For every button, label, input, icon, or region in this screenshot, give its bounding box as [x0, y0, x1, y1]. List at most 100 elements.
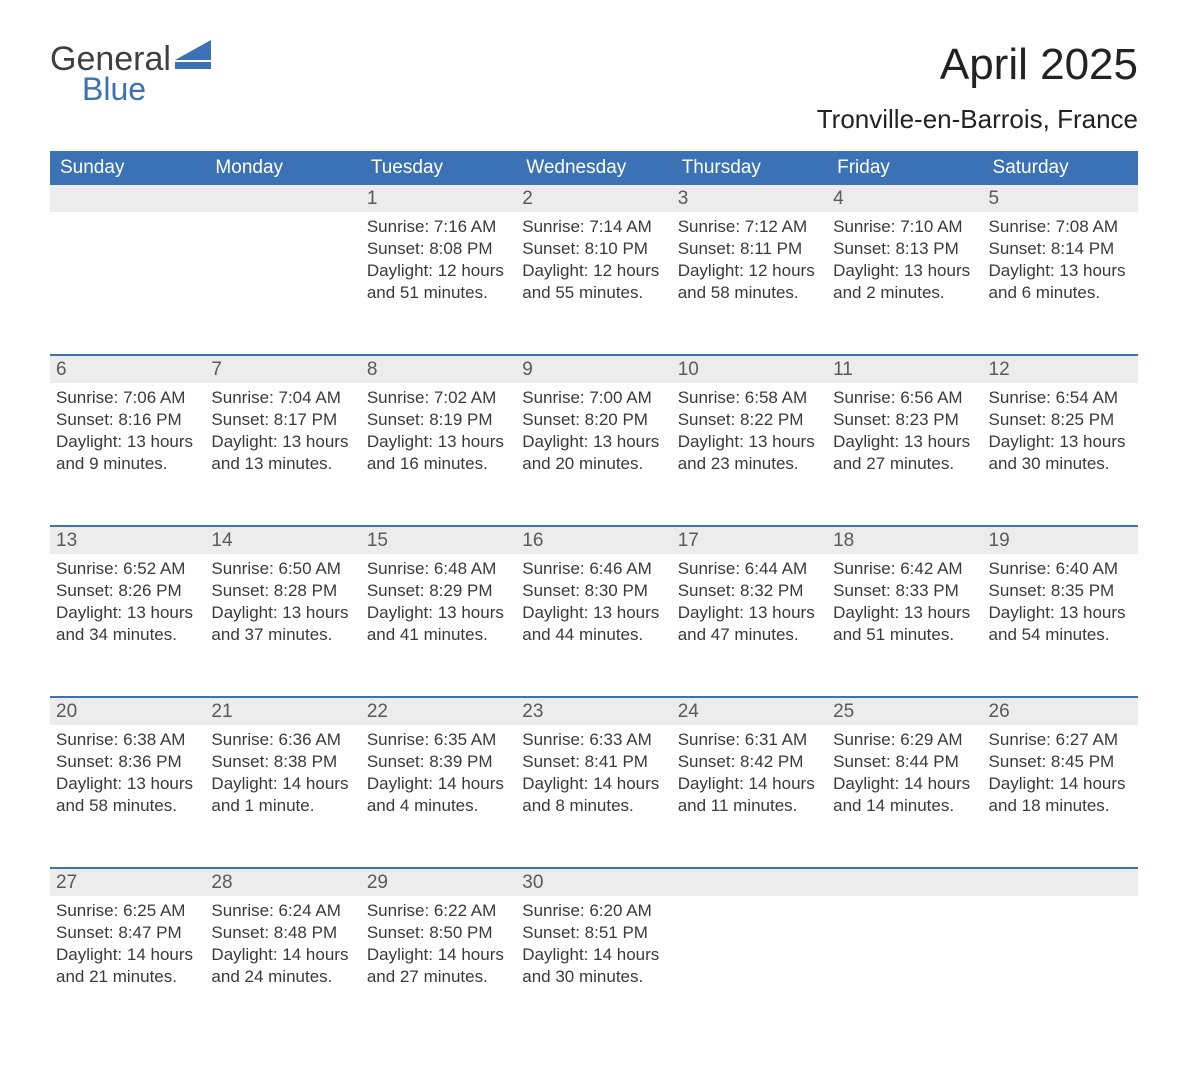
day-content: Sunrise: 6:20 AMSunset: 8:51 PMDaylight:… — [516, 896, 671, 988]
sunset-line: Sunset: 8:41 PM — [522, 751, 665, 773]
day-content: Sunrise: 6:27 AMSunset: 8:45 PMDaylight:… — [983, 725, 1138, 817]
day-number: 3 — [672, 185, 827, 212]
sunset-line: Sunset: 8:13 PM — [833, 238, 976, 260]
sunset-line: Sunset: 8:20 PM — [522, 409, 665, 431]
daylight-line: Daylight: 13 hours and 16 minutes. — [367, 431, 510, 475]
day-cell: Sunrise: 6:48 AMSunset: 8:29 PMDaylight:… — [361, 554, 516, 674]
dow-thursday: Thursday — [672, 151, 827, 185]
sunrise-line: Sunrise: 6:27 AM — [989, 729, 1132, 751]
sunset-line: Sunset: 8:17 PM — [211, 409, 354, 431]
daylight-line: Daylight: 12 hours and 51 minutes. — [367, 260, 510, 304]
sunrise-line: Sunrise: 6:52 AM — [56, 558, 199, 580]
day-content: Sunrise: 6:36 AMSunset: 8:38 PMDaylight:… — [205, 725, 360, 817]
day-content: Sunrise: 6:35 AMSunset: 8:39 PMDaylight:… — [361, 725, 516, 817]
day-number: 5 — [983, 185, 1138, 212]
day-cell: Sunrise: 6:27 AMSunset: 8:45 PMDaylight:… — [983, 725, 1138, 845]
sunrise-line: Sunrise: 7:16 AM — [367, 216, 510, 238]
day-number: 25 — [827, 698, 982, 725]
daylight-line: Daylight: 14 hours and 21 minutes. — [56, 944, 199, 988]
sunrise-line: Sunrise: 7:14 AM — [522, 216, 665, 238]
day-cell: Sunrise: 6:44 AMSunset: 8:32 PMDaylight:… — [672, 554, 827, 674]
day-number — [50, 185, 205, 212]
calendar: Sunday Monday Tuesday Wednesday Thursday… — [50, 151, 1138, 1016]
title-block: April 2025 Tronville-en-Barrois, France — [817, 40, 1138, 135]
day-number-band: 20212223242526 — [50, 698, 1138, 725]
daylight-line: Daylight: 14 hours and 14 minutes. — [833, 773, 976, 817]
daylight-line: Daylight: 13 hours and 20 minutes. — [522, 431, 665, 475]
sunset-line: Sunset: 8:30 PM — [522, 580, 665, 602]
dow-tuesday: Tuesday — [361, 151, 516, 185]
day-number: 26 — [983, 698, 1138, 725]
dow-friday: Friday — [827, 151, 982, 185]
day-cell: Sunrise: 6:22 AMSunset: 8:50 PMDaylight:… — [361, 896, 516, 1016]
sunrise-line: Sunrise: 6:50 AM — [211, 558, 354, 580]
sunset-line: Sunset: 8:16 PM — [56, 409, 199, 431]
day-content: Sunrise: 6:31 AMSunset: 8:42 PMDaylight:… — [672, 725, 827, 817]
sunset-line: Sunset: 8:45 PM — [989, 751, 1132, 773]
day-content: Sunrise: 7:12 AMSunset: 8:11 PMDaylight:… — [672, 212, 827, 304]
day-cell: Sunrise: 6:35 AMSunset: 8:39 PMDaylight:… — [361, 725, 516, 845]
sunrise-line: Sunrise: 6:38 AM — [56, 729, 199, 751]
sunrise-line: Sunrise: 6:25 AM — [56, 900, 199, 922]
sunrise-line: Sunrise: 6:42 AM — [833, 558, 976, 580]
sunrise-line: Sunrise: 6:44 AM — [678, 558, 821, 580]
day-content: Sunrise: 6:40 AMSunset: 8:35 PMDaylight:… — [983, 554, 1138, 646]
day-cell: Sunrise: 6:20 AMSunset: 8:51 PMDaylight:… — [516, 896, 671, 1016]
sunset-line: Sunset: 8:14 PM — [989, 238, 1132, 260]
day-cell: Sunrise: 6:36 AMSunset: 8:38 PMDaylight:… — [205, 725, 360, 845]
day-cell: Sunrise: 7:10 AMSunset: 8:13 PMDaylight:… — [827, 212, 982, 332]
sunrise-line: Sunrise: 6:40 AM — [989, 558, 1132, 580]
daylight-line: Daylight: 13 hours and 51 minutes. — [833, 602, 976, 646]
day-number: 15 — [361, 527, 516, 554]
day-number: 13 — [50, 527, 205, 554]
daylight-line: Daylight: 14 hours and 8 minutes. — [522, 773, 665, 817]
day-cell: Sunrise: 6:46 AMSunset: 8:30 PMDaylight:… — [516, 554, 671, 674]
day-cell — [205, 212, 360, 332]
day-cell: Sunrise: 6:31 AMSunset: 8:42 PMDaylight:… — [672, 725, 827, 845]
daylight-line: Daylight: 13 hours and 9 minutes. — [56, 431, 199, 475]
daylight-line: Daylight: 14 hours and 11 minutes. — [678, 773, 821, 817]
month-title: April 2025 — [817, 40, 1138, 90]
day-number: 29 — [361, 869, 516, 896]
daylight-line: Daylight: 13 hours and 13 minutes. — [211, 431, 354, 475]
logo: General Blue — [50, 40, 219, 108]
sunrise-line: Sunrise: 6:54 AM — [989, 387, 1132, 409]
day-number: 19 — [983, 527, 1138, 554]
day-content: Sunrise: 6:33 AMSunset: 8:41 PMDaylight:… — [516, 725, 671, 817]
day-cell: Sunrise: 7:12 AMSunset: 8:11 PMDaylight:… — [672, 212, 827, 332]
day-cell: Sunrise: 6:38 AMSunset: 8:36 PMDaylight:… — [50, 725, 205, 845]
week-row: Sunrise: 7:16 AMSunset: 8:08 PMDaylight:… — [50, 212, 1138, 332]
sunset-line: Sunset: 8:35 PM — [989, 580, 1132, 602]
day-cell: Sunrise: 7:08 AMSunset: 8:14 PMDaylight:… — [983, 212, 1138, 332]
day-number: 14 — [205, 527, 360, 554]
sunset-line: Sunset: 8:22 PM — [678, 409, 821, 431]
day-content: Sunrise: 6:44 AMSunset: 8:32 PMDaylight:… — [672, 554, 827, 646]
day-number: 30 — [516, 869, 671, 896]
day-number: 16 — [516, 527, 671, 554]
sunset-line: Sunset: 8:50 PM — [367, 922, 510, 944]
sunrise-line: Sunrise: 6:58 AM — [678, 387, 821, 409]
sunset-line: Sunset: 8:29 PM — [367, 580, 510, 602]
week-row: Sunrise: 6:25 AMSunset: 8:47 PMDaylight:… — [50, 896, 1138, 1016]
weeks-container: 12345Sunrise: 7:16 AMSunset: 8:08 PMDayl… — [50, 185, 1138, 1016]
day-number-band: 27282930 — [50, 869, 1138, 896]
day-number-band: 13141516171819 — [50, 527, 1138, 554]
day-number: 22 — [361, 698, 516, 725]
day-cell: Sunrise: 7:00 AMSunset: 8:20 PMDaylight:… — [516, 383, 671, 503]
sunset-line: Sunset: 8:28 PM — [211, 580, 354, 602]
day-cell: Sunrise: 7:04 AMSunset: 8:17 PMDaylight:… — [205, 383, 360, 503]
day-cell — [983, 896, 1138, 1016]
day-number: 11 — [827, 356, 982, 383]
sunrise-line: Sunrise: 6:46 AM — [522, 558, 665, 580]
day-number: 24 — [672, 698, 827, 725]
day-content: Sunrise: 6:50 AMSunset: 8:28 PMDaylight:… — [205, 554, 360, 646]
daylight-line: Daylight: 14 hours and 18 minutes. — [989, 773, 1132, 817]
sunset-line: Sunset: 8:33 PM — [833, 580, 976, 602]
daylight-line: Daylight: 13 hours and 54 minutes. — [989, 602, 1132, 646]
sunrise-line: Sunrise: 6:29 AM — [833, 729, 976, 751]
day-content: Sunrise: 7:02 AMSunset: 8:19 PMDaylight:… — [361, 383, 516, 475]
daylight-line: Daylight: 13 hours and 44 minutes. — [522, 602, 665, 646]
day-content: Sunrise: 6:25 AMSunset: 8:47 PMDaylight:… — [50, 896, 205, 988]
sunrise-line: Sunrise: 6:24 AM — [211, 900, 354, 922]
day-number: 8 — [361, 356, 516, 383]
